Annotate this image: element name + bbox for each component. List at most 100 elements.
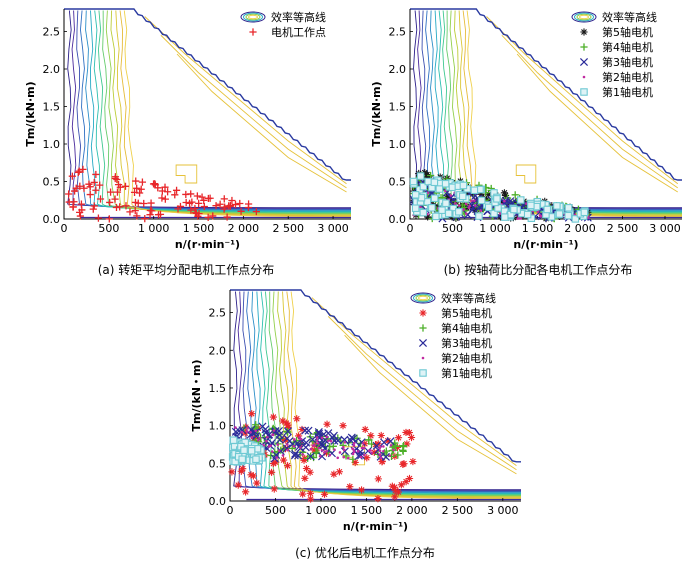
data-point <box>256 439 260 442</box>
legend-contour-icon <box>579 14 589 20</box>
data-point <box>249 472 257 480</box>
data-point <box>318 454 322 458</box>
data-point <box>400 460 408 468</box>
data-point <box>555 210 564 218</box>
data-point <box>135 189 144 197</box>
data-point <box>470 186 479 195</box>
x-tick-label: 1 500 <box>351 504 383 517</box>
chart-panel-b: 0 500 1 000 1 500 2 000 2 500 3 000 0.0 0.5 1.0 1.… <box>370 8 683 251</box>
data-point <box>299 446 302 449</box>
data-point <box>187 206 195 214</box>
y-tick-label: 0.0 <box>389 213 407 226</box>
data-point <box>411 191 420 199</box>
contour-line <box>272 291 522 497</box>
data-point <box>237 467 245 475</box>
data-point <box>237 207 245 215</box>
data-point <box>80 184 88 192</box>
legend-contour-icon <box>571 11 597 23</box>
data-point <box>275 456 279 459</box>
data-point <box>343 440 347 444</box>
data-point <box>158 194 166 202</box>
data-point <box>283 427 292 436</box>
x-tick-label: 0 <box>407 222 414 235</box>
x-tick-label: 1 000 <box>138 222 170 235</box>
data-point <box>267 468 276 476</box>
data-point <box>347 433 356 442</box>
legend-marker-icon <box>419 324 427 332</box>
data-point <box>430 178 439 187</box>
data-point <box>357 486 366 494</box>
data-point <box>70 198 78 206</box>
contour-line <box>67 10 352 209</box>
data-point <box>301 426 310 435</box>
x-tick-label: 500 <box>442 222 463 235</box>
data-point <box>79 165 87 173</box>
data-point <box>374 475 382 483</box>
data-point <box>428 204 436 212</box>
data-point <box>228 196 236 205</box>
data-point <box>247 447 256 455</box>
data-point <box>382 445 385 448</box>
data-point <box>65 190 73 198</box>
legend-contour-icon <box>574 12 594 22</box>
data-point <box>352 450 356 454</box>
x-axis-label: n/(r·min⁻¹) <box>513 238 578 251</box>
efficiency-contours <box>233 291 522 500</box>
data-point <box>94 214 103 222</box>
data-point <box>86 190 94 199</box>
data-point <box>454 202 457 205</box>
x-tick-label: 1 500 <box>522 222 554 235</box>
legend-item: 效率等高线 <box>571 10 657 24</box>
contour-line <box>264 291 522 496</box>
data-point <box>161 183 169 191</box>
x-tick-label: 2 500 <box>442 504 474 517</box>
legend-marker-icon <box>419 369 427 377</box>
chart-panel-c: 0 500 1 000 1 500 2 000 2 500 3 000 0.0 0.5 1.0 1.… <box>190 289 522 533</box>
data-point <box>422 172 430 180</box>
data-point <box>500 213 509 221</box>
x-tick-label: 2 000 <box>228 222 260 235</box>
y-tick-label: 1.0 <box>43 138 61 151</box>
data-point <box>241 438 249 447</box>
data-point <box>68 172 76 180</box>
legend-contour-icon <box>243 12 263 22</box>
data-point <box>286 448 289 452</box>
data-point <box>295 432 303 440</box>
data-point <box>250 436 254 439</box>
data-point <box>272 429 276 432</box>
efficiency-contours <box>67 10 352 218</box>
data-point <box>92 186 100 194</box>
x-tick-label: 500 <box>265 504 286 517</box>
data-point <box>340 435 349 444</box>
contour-line <box>277 291 522 498</box>
data-point <box>333 448 336 451</box>
data-point <box>312 448 320 456</box>
data-point <box>467 206 471 209</box>
data-point <box>378 453 382 456</box>
x-tick-label: 3 000 <box>487 504 519 517</box>
data-point <box>421 169 429 177</box>
legend-contour-icon <box>240 11 266 23</box>
data-point <box>298 437 307 446</box>
data-point <box>137 185 145 193</box>
data-point <box>361 441 365 445</box>
data-point <box>280 435 288 444</box>
data-point <box>195 199 203 207</box>
data-point <box>158 187 166 195</box>
legend-label: 第1轴电机 <box>602 85 653 99</box>
data-point <box>367 432 375 440</box>
data-point <box>328 453 332 457</box>
data-point <box>379 456 383 460</box>
data-point <box>306 468 314 476</box>
x-tick-label: 2 000 <box>396 504 428 517</box>
contour-line <box>268 291 522 496</box>
legend-item: 第4轴电机 <box>419 321 492 335</box>
data-point <box>76 208 84 216</box>
data-point <box>252 455 260 463</box>
data-point <box>402 478 410 486</box>
data-point <box>249 430 252 434</box>
data-point <box>477 190 485 198</box>
legend-contour-icon <box>248 14 258 20</box>
data-point <box>405 474 414 483</box>
data-point <box>294 442 303 451</box>
